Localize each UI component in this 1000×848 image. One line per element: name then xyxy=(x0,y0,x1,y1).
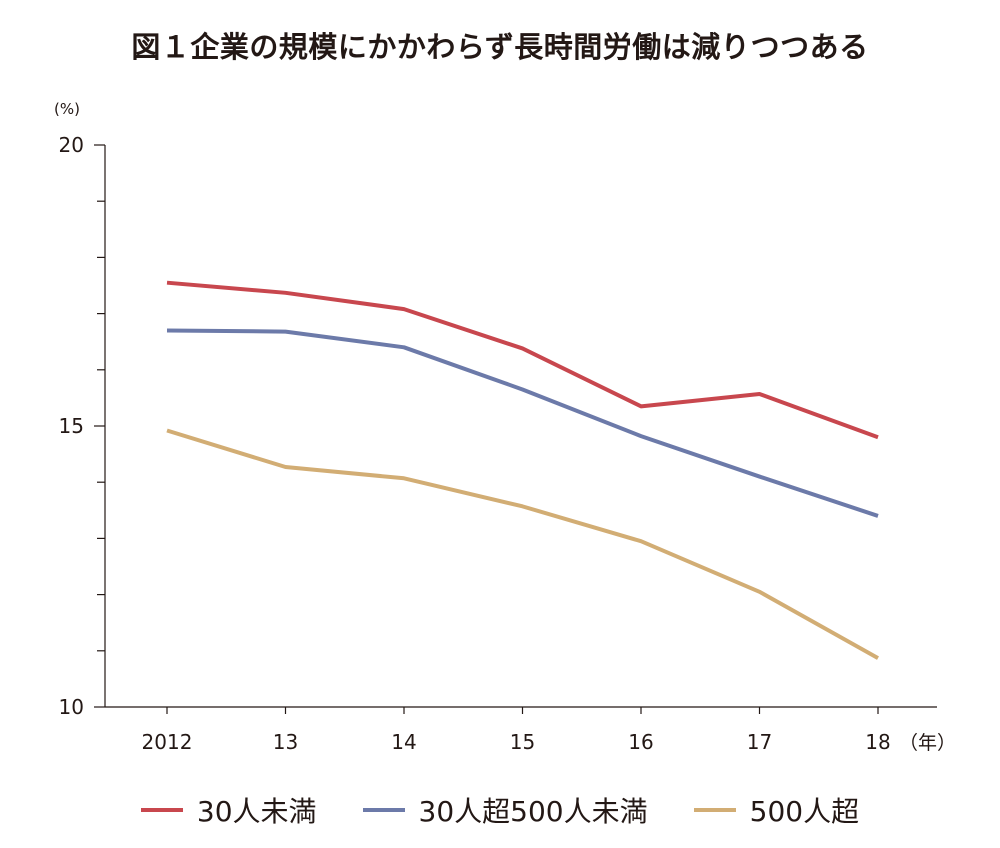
x-axis-unit-label: （年） xyxy=(899,732,956,754)
x-tick-label: 15 xyxy=(510,730,535,754)
y-tick-label: 20 xyxy=(59,133,84,157)
chart-title: 図１企業の規模にかかわらず長時間労働は減りつつある xyxy=(131,30,869,64)
legend-label: 30人超500人未満 xyxy=(418,795,648,828)
series-lines xyxy=(166,280,879,660)
series-line-1 xyxy=(166,328,879,518)
legend-item-0: 30人未満 xyxy=(140,790,317,830)
legend-item-2: 500人超 xyxy=(693,790,860,830)
y-axis-unit-label: (%) xyxy=(54,100,80,118)
x-tick-label: 18 xyxy=(865,730,890,754)
legend-label: 30人未満 xyxy=(196,795,317,828)
chart-legend: 30人未満 30人超500人未満 500人超 xyxy=(0,790,1000,830)
x-tick-label: 16 xyxy=(628,730,653,754)
x-tick-label: 2012 xyxy=(142,730,193,754)
legend-swatch xyxy=(362,808,405,812)
legend-item-1: 30人超500人未満 xyxy=(362,790,648,830)
series-line-2 xyxy=(166,428,879,660)
legend-swatch xyxy=(693,808,736,812)
y-axis-ticks: 10 15 20 xyxy=(59,133,105,719)
y-tick-label: 15 xyxy=(59,414,84,438)
x-tick-label: 13 xyxy=(273,730,298,754)
legend-swatch xyxy=(140,808,183,812)
x-tick-label: 14 xyxy=(391,730,416,754)
y-tick-label: 10 xyxy=(59,695,84,719)
legend-label: 500人超 xyxy=(749,795,860,828)
x-axis-ticks: 2012 13 14 15 16 17 18 xyxy=(142,707,891,754)
series-line-0 xyxy=(166,280,879,440)
x-tick-label: 17 xyxy=(747,730,772,754)
